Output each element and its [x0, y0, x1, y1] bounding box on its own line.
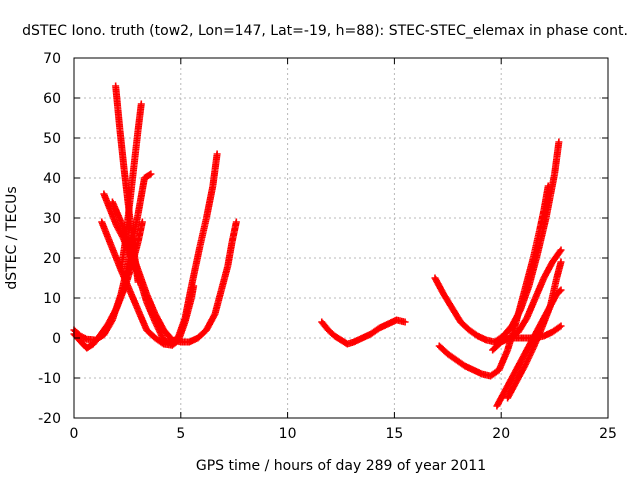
x-axis-label: GPS time / hours of day 289 of year 2011 — [196, 458, 486, 474]
plus-marker — [213, 150, 221, 158]
y-tick-label: -10 — [38, 371, 61, 387]
plus-marker — [556, 287, 564, 295]
y-tick-label: 50 — [43, 131, 61, 147]
y-tick-label: 70 — [43, 51, 61, 67]
data-series — [489, 322, 565, 354]
plus-marker — [557, 246, 565, 254]
plus-marker — [557, 258, 565, 266]
plus-marker — [556, 247, 564, 255]
y-tick-label: 40 — [43, 171, 61, 187]
plus-marker — [557, 286, 565, 294]
data-series — [318, 316, 409, 348]
plus-marker — [232, 218, 240, 226]
data-series — [435, 182, 552, 380]
plus-marker — [401, 318, 409, 326]
x-tick-label: 0 — [70, 426, 79, 442]
data-series — [117, 100, 145, 274]
y-tick-label: 20 — [43, 251, 61, 267]
plus-marker — [544, 182, 552, 190]
y-tick-label: 10 — [43, 291, 61, 307]
data-series — [108, 198, 240, 346]
data-series — [98, 218, 198, 349]
plus-marker — [555, 138, 563, 146]
data-series — [431, 138, 563, 346]
x-tick-label: 10 — [279, 426, 297, 442]
x-tick-label: 5 — [176, 426, 185, 442]
plus-marker — [556, 323, 564, 331]
plot-frame — [73, 57, 609, 419]
data-markers — [70, 82, 565, 410]
chart-title: dSTEC Iono. truth (tow2, Lon=147, Lat=-1… — [22, 23, 628, 39]
x-tick-label: 25 — [599, 426, 617, 442]
x-tick-label: 15 — [385, 426, 403, 442]
plus-marker — [190, 282, 198, 290]
plus-marker — [138, 218, 146, 226]
axis-ticks: 0 5 10 15 20 25 -20 -10 0 10 20 30 40 50 60 70 — [38, 51, 617, 442]
x-tick-label: 20 — [492, 426, 510, 442]
plus-marker — [557, 322, 565, 330]
y-axis-label: dSTEC / TECUs — [4, 186, 20, 289]
y-tick-label: 0 — [52, 331, 61, 347]
y-tick-label: 60 — [43, 91, 61, 107]
y-tick-label: -20 — [38, 411, 61, 427]
y-tick-label: 30 — [43, 211, 61, 227]
plus-marker — [147, 170, 155, 178]
